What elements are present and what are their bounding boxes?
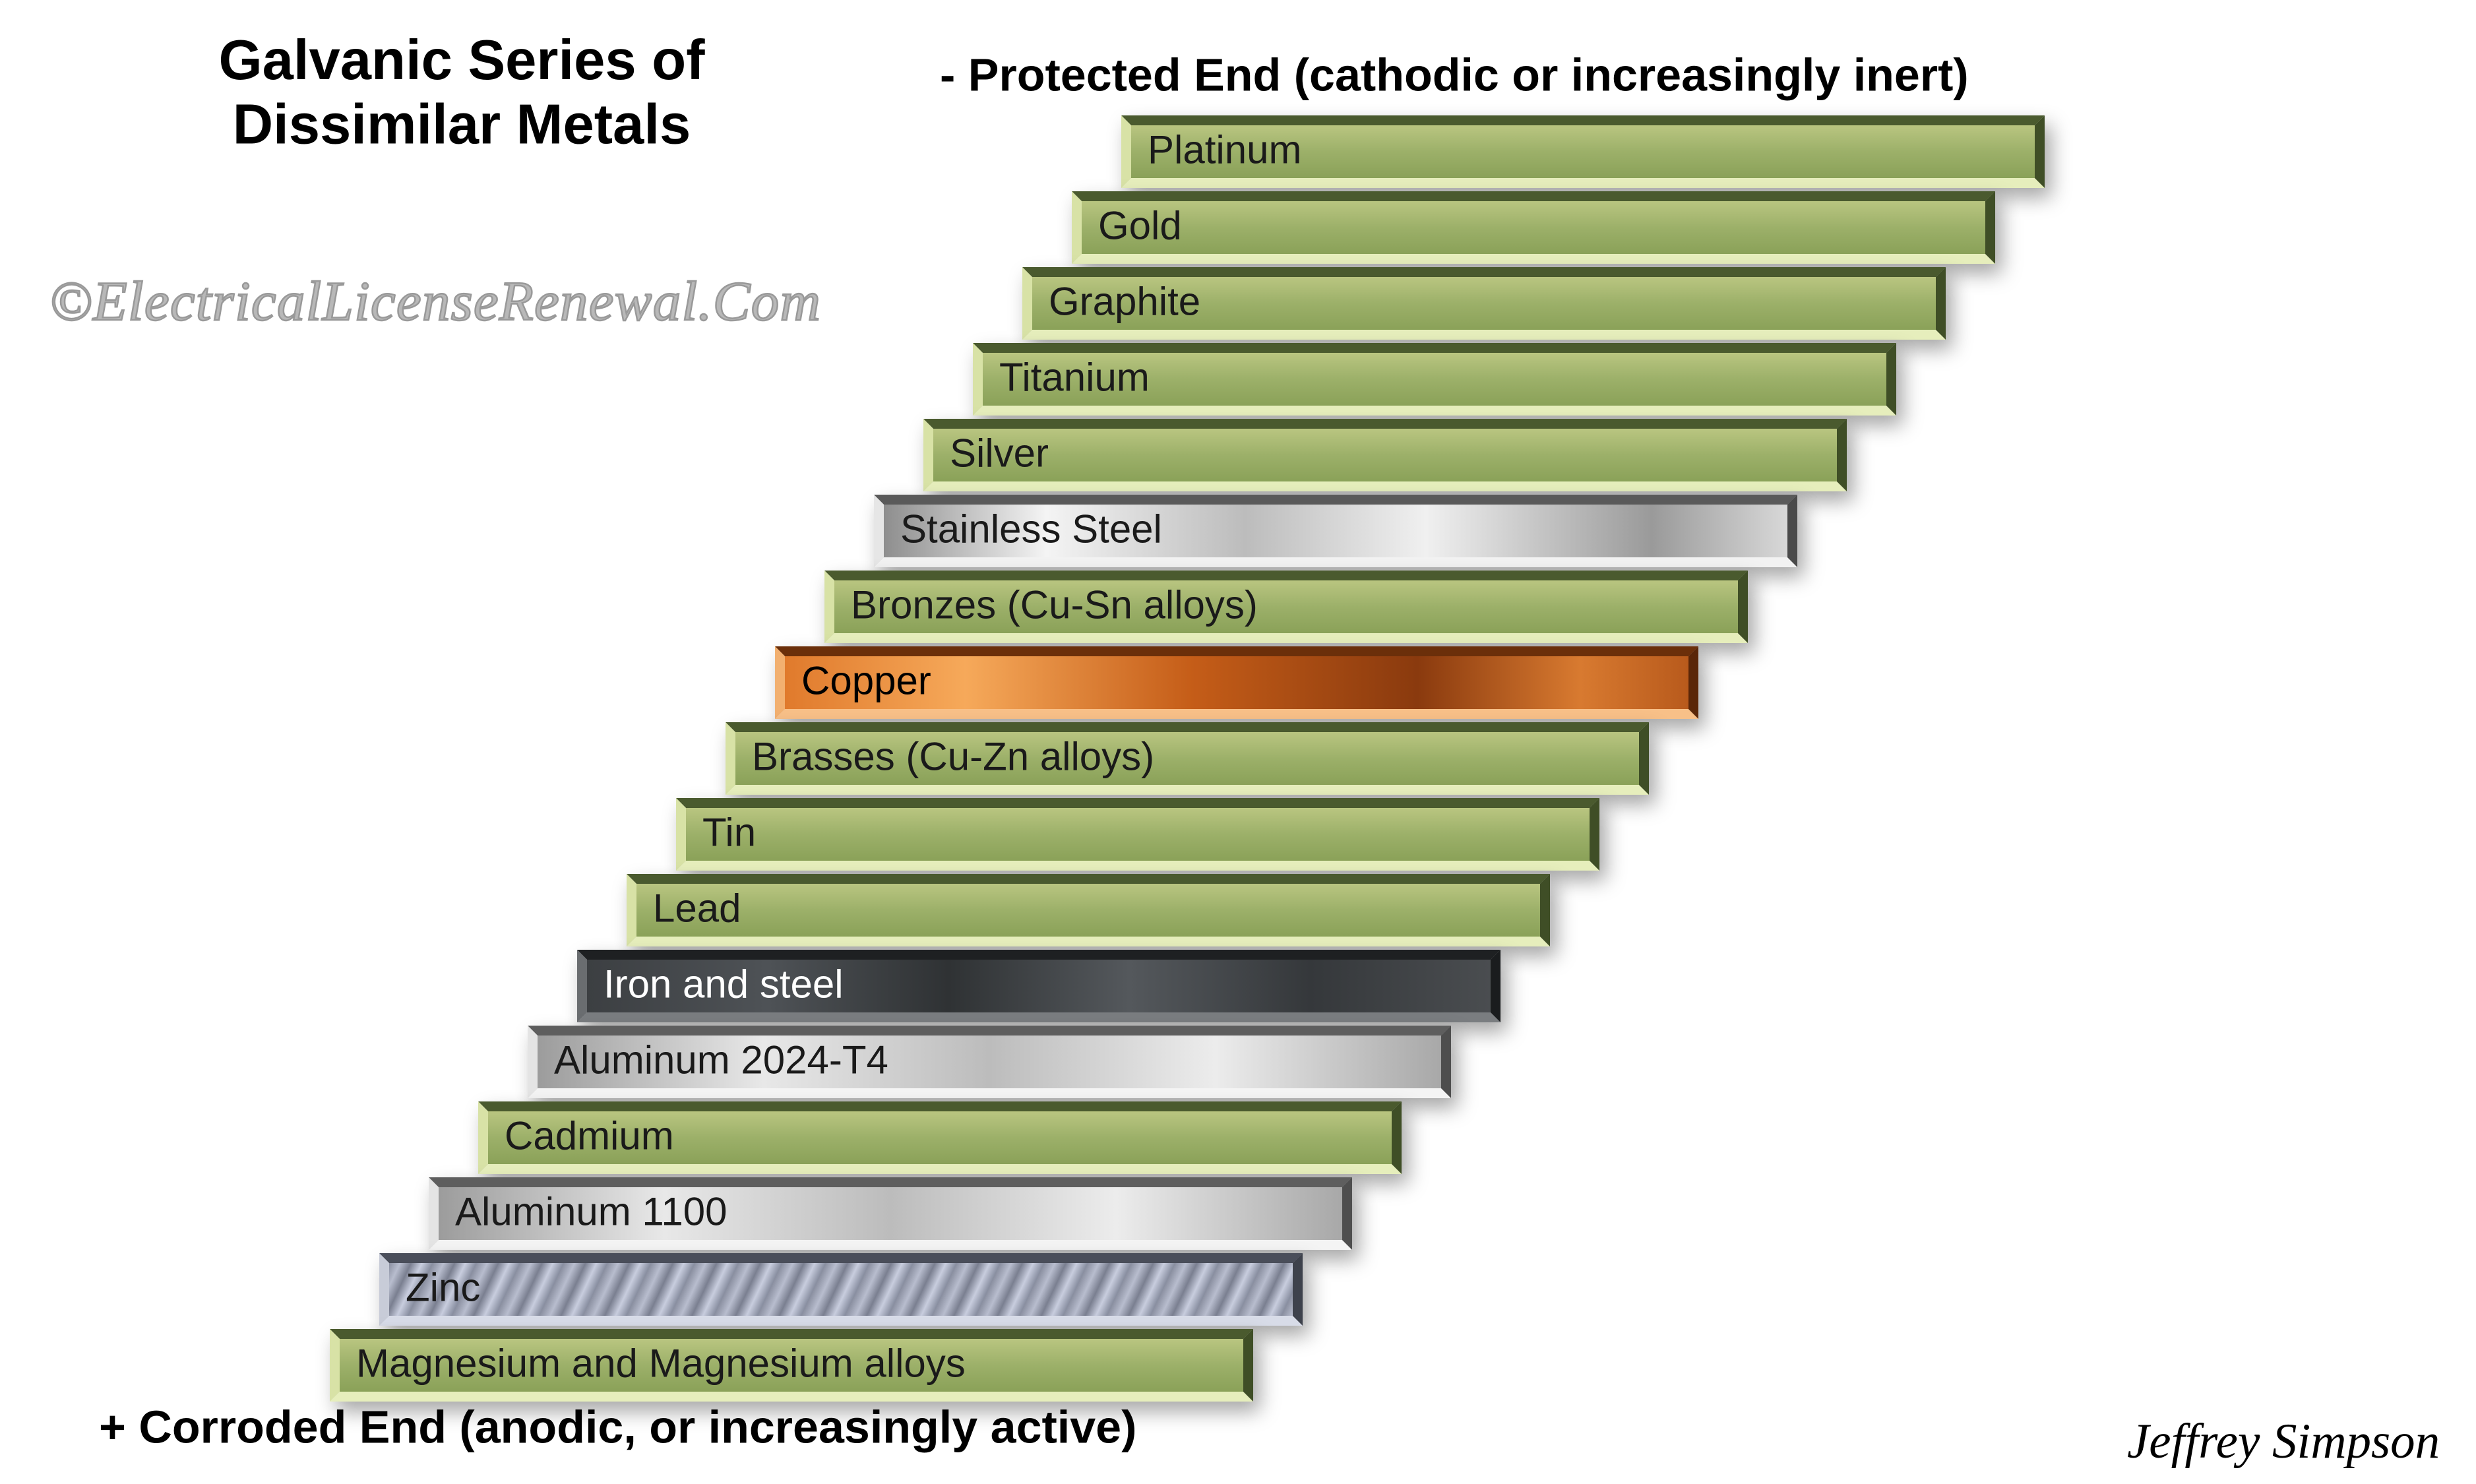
metal-bar: Platinum <box>1121 115 2045 188</box>
metal-bar: Bronzes (Cu-Sn alloys) <box>824 571 1748 643</box>
metal-bar-label: Iron and steel <box>587 960 1491 1012</box>
metal-bar-label: Graphite <box>1032 277 1936 330</box>
diagram-title: Galvanic Series of Dissimilar Metals <box>148 30 775 158</box>
metal-bar-label: Gold <box>1082 201 1985 254</box>
metal-bar: Iron and steel <box>577 950 1501 1022</box>
metal-bar-label: Zinc <box>389 1263 1293 1316</box>
metal-bar-label: Stainless Steel <box>884 505 1787 557</box>
metal-bar: Copper <box>775 646 1698 719</box>
metal-bar: Lead <box>627 874 1550 946</box>
metal-bar-label: Magnesium and Magnesium alloys <box>340 1339 1243 1392</box>
copyright-watermark: ©ElectricalLicenseRenewal.Com <box>49 272 821 335</box>
metal-bar: Aluminum 1100 <box>429 1177 1352 1250</box>
corroded-end-label: + Corroded End (anodic, or increasingly … <box>99 1402 1136 1454</box>
protected-end-label: - Protected End (cathodic or increasingl… <box>940 49 1969 102</box>
metal-bar: Zinc <box>379 1253 1303 1326</box>
metal-bar-label: Cadmium <box>488 1111 1392 1164</box>
metal-bar-label: Titanium <box>983 353 1886 406</box>
metal-bar: Brasses (Cu-Zn alloys) <box>726 722 1649 795</box>
metal-bar: Aluminum 2024-T4 <box>528 1026 1451 1098</box>
metal-bar-label: Aluminum 2024-T4 <box>538 1036 1441 1088</box>
metal-bar-label: Platinum <box>1131 125 2035 178</box>
metal-bar-label: Brasses (Cu-Zn alloys) <box>735 732 1639 785</box>
metal-bar-label: Lead <box>636 884 1540 937</box>
metal-bar: Silver <box>923 419 1847 491</box>
title-line-2: Dissimilar Metals <box>233 94 691 157</box>
metal-bar-label: Aluminum 1100 <box>439 1187 1342 1240</box>
metal-bar: Tin <box>676 798 1599 871</box>
metal-bar: Graphite <box>1022 267 1946 340</box>
author-signature: Jeffrey Simpson <box>2127 1415 2440 1471</box>
metal-bar-label: Silver <box>933 429 1837 481</box>
metal-bar: Titanium <box>973 343 1896 416</box>
metal-bar: Gold <box>1072 191 1995 264</box>
metal-bar-label: Tin <box>686 808 1590 861</box>
galvanic-series-diagram: Galvanic Series of Dissimilar Metals - P… <box>0 0 2473 1484</box>
metal-bar: Magnesium and Magnesium alloys <box>330 1329 1253 1402</box>
metal-bar-label: Bronzes (Cu-Sn alloys) <box>834 580 1738 633</box>
title-line-1: Galvanic Series of <box>218 30 704 92</box>
metal-bar: Cadmium <box>478 1101 1402 1174</box>
metal-bar-label: Copper <box>785 656 1688 709</box>
metal-bar: Stainless Steel <box>874 495 1797 567</box>
